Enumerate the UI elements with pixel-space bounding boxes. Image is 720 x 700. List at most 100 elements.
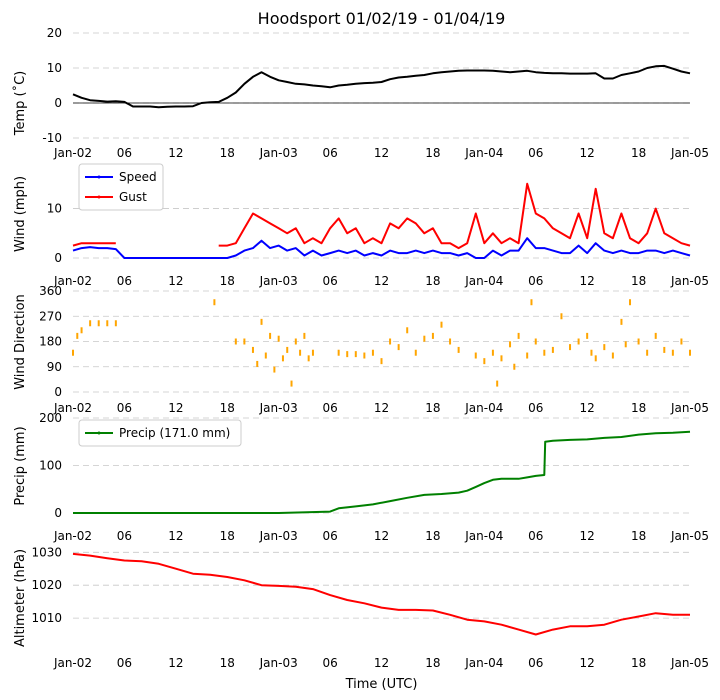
scatter-point xyxy=(264,352,267,359)
ytick-label-p2: 270 xyxy=(39,309,62,323)
ytick-label-p3: 0 xyxy=(54,506,62,520)
xtick-label-p4: 06 xyxy=(117,656,132,670)
ytick-label-p2: 0 xyxy=(54,385,62,399)
scatter-point xyxy=(671,349,674,356)
scatter-point xyxy=(260,318,263,325)
scatter-point xyxy=(551,346,554,353)
scatter-point xyxy=(311,349,314,356)
xtick-label-p4: 18 xyxy=(220,656,235,670)
series-line-temp xyxy=(72,64,691,109)
xtick-label-p0: 12 xyxy=(168,146,183,160)
legend-box-p1 xyxy=(78,163,164,211)
xtick-label-p0: Jan-04 xyxy=(464,146,503,160)
xtick-label-p4: Jan-05 xyxy=(670,656,709,670)
xtick-label-p3: 06 xyxy=(117,529,132,543)
xtick-label-p1: 12 xyxy=(168,274,183,288)
xtick-label-p4: Jan-04 xyxy=(464,656,503,670)
scatter-point xyxy=(530,299,533,306)
xtick-label-p3: 18 xyxy=(425,529,440,543)
xtick-label-p1: 06 xyxy=(322,274,337,288)
xtick-label-p0: 18 xyxy=(220,146,235,160)
scatter-point xyxy=(251,346,254,353)
scatter-point xyxy=(483,358,486,365)
scatter-point xyxy=(389,338,392,345)
scatter-point xyxy=(299,349,302,356)
scatter-point xyxy=(474,352,477,359)
ylabel-p0: Temp (˚C) xyxy=(12,71,28,137)
xtick-label-p0: 12 xyxy=(580,146,595,160)
ylabel-p1: Wind (mph) xyxy=(13,176,28,252)
scatter-point xyxy=(440,321,443,328)
scatter-point xyxy=(491,349,494,356)
scatter-point xyxy=(234,338,237,345)
scatter-point xyxy=(80,327,83,334)
scatter-point xyxy=(281,355,284,362)
xtick-label-p2: 12 xyxy=(168,401,183,415)
xtick-label-p2: 12 xyxy=(374,401,389,415)
xtick-label-p0: 18 xyxy=(425,146,440,160)
scatter-point xyxy=(654,332,657,339)
xtick-label-p1: 06 xyxy=(528,274,543,288)
scatter-point xyxy=(397,344,400,351)
xlabel: Time (UTC) xyxy=(345,677,418,692)
series-line-gust xyxy=(72,182,691,250)
xtick-label-p0: 06 xyxy=(528,146,543,160)
scatter-point xyxy=(294,338,297,345)
xtick-label-p4: 12 xyxy=(374,656,389,670)
scatter-point xyxy=(629,299,632,306)
scatter-point xyxy=(569,344,572,351)
scatter-point xyxy=(590,349,593,356)
xtick-label-p4: Jan-02 xyxy=(53,656,92,670)
xtick-label-p4: Jan-03 xyxy=(259,656,298,670)
scatter-point xyxy=(457,346,460,353)
xtick-label-p0: 18 xyxy=(631,146,646,160)
ytick-label-p0: 10 xyxy=(47,61,62,75)
scatter-point xyxy=(663,346,666,353)
ytick-label-p3: 200 xyxy=(39,411,62,425)
ylabel-p4: Altimeter (hPa) xyxy=(13,549,28,647)
scatter-point xyxy=(611,352,614,359)
xtick-label-p3: 12 xyxy=(374,529,389,543)
xtick-label-p4: 12 xyxy=(580,656,595,670)
scatter-point xyxy=(72,349,74,356)
ytick-label-p4: 1010 xyxy=(31,611,62,625)
chart-title: Hoodsport 01/02/19 - 01/04/19 xyxy=(258,9,506,28)
ytick-label-p4: 1020 xyxy=(31,578,62,592)
xtick-label-p3: 12 xyxy=(580,529,595,543)
scatter-point xyxy=(624,341,627,348)
ytick-label-p4: 1030 xyxy=(31,545,62,559)
ytick-label-p1: 10 xyxy=(47,202,62,216)
ytick-label-p2: 360 xyxy=(39,284,62,298)
scatter-point xyxy=(256,360,259,367)
xtick-label-p2: 18 xyxy=(425,401,440,415)
scatter-point xyxy=(307,355,310,362)
scatter-point xyxy=(273,366,276,373)
scatter-point xyxy=(513,363,516,370)
legend-label: Gust xyxy=(119,190,147,204)
scatter-point xyxy=(534,338,537,345)
xtick-label-p3: 06 xyxy=(322,529,337,543)
xtick-label-p1: Jan-02 xyxy=(53,274,92,288)
xtick-label-p1: 12 xyxy=(580,274,595,288)
ytick-label-p2: 90 xyxy=(47,360,62,374)
scatter-point xyxy=(620,318,623,325)
xtick-label-p2: 18 xyxy=(631,401,646,415)
xtick-label-p3: Jan-04 xyxy=(464,529,503,543)
scatter-point xyxy=(449,338,452,345)
ylabel-p3: Precip (mm) xyxy=(13,426,28,505)
legend-label: Precip (171.0 mm) xyxy=(119,426,230,440)
ytick-label-p2: 180 xyxy=(39,335,62,349)
legend-label: Speed xyxy=(119,170,157,184)
scatter-point xyxy=(76,332,79,339)
scatter-point xyxy=(371,349,374,356)
xtick-label-p1: 18 xyxy=(220,274,235,288)
scatter-point xyxy=(363,352,366,359)
ytick-label-p0: 0 xyxy=(54,96,62,110)
xtick-label-p4: 06 xyxy=(528,656,543,670)
ytick-label-p0: -10 xyxy=(42,131,62,145)
scatter-point xyxy=(337,349,340,356)
scatter-point xyxy=(89,320,92,327)
xtick-label-p2: Jan-02 xyxy=(53,401,92,415)
scatter-point xyxy=(114,320,117,327)
xtick-label-p1: 18 xyxy=(425,274,440,288)
